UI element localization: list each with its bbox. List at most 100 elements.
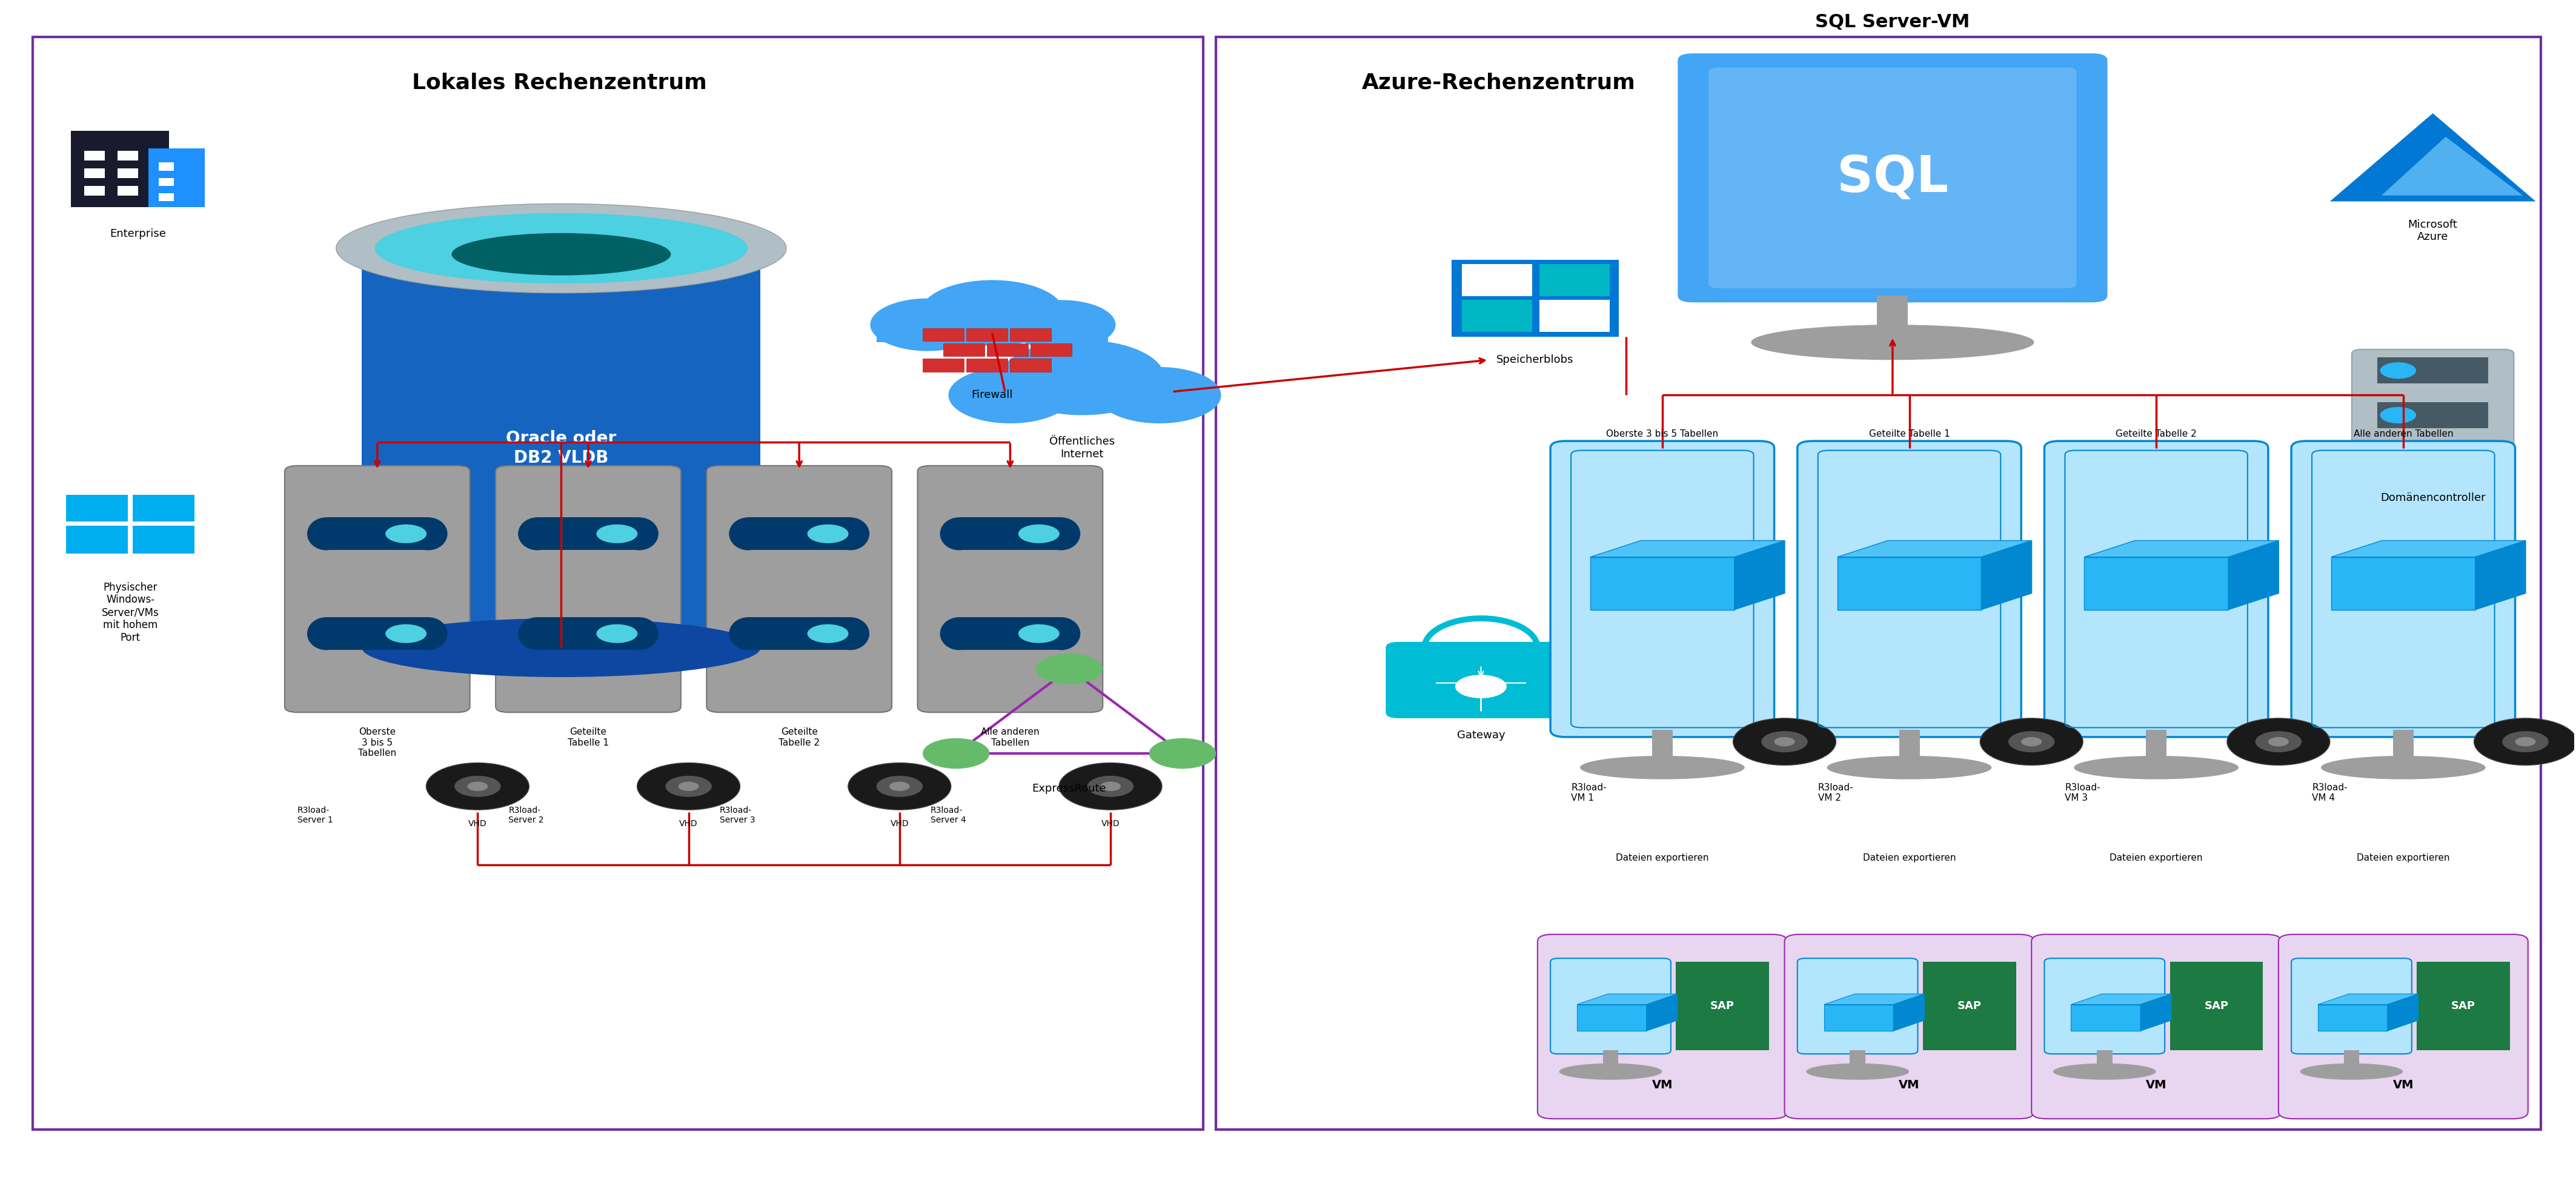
Bar bbox=[2146, 730, 2166, 768]
Text: Oberste 3 bis 5 Tabellen: Oberste 3 bis 5 Tabellen bbox=[1607, 430, 1718, 438]
Circle shape bbox=[1981, 719, 2084, 766]
Circle shape bbox=[466, 782, 487, 792]
Text: Firewall: Firewall bbox=[971, 389, 1012, 401]
Ellipse shape bbox=[451, 233, 670, 276]
Polygon shape bbox=[134, 495, 196, 522]
Text: R3load-
VM 3: R3load- VM 3 bbox=[2066, 783, 2099, 802]
Text: VM: VM bbox=[1899, 1079, 1919, 1091]
Bar bbox=[2084, 557, 2228, 610]
Ellipse shape bbox=[518, 617, 556, 650]
Bar bbox=[1824, 1005, 1893, 1031]
Bar bbox=[85, 151, 106, 160]
Bar bbox=[327, 517, 428, 550]
Text: Domänencontroller: Domänencontroller bbox=[2380, 492, 2486, 503]
Circle shape bbox=[848, 763, 951, 809]
Bar bbox=[958, 517, 1061, 550]
Text: Lokales Rechenzentrum: Lokales Rechenzentrum bbox=[412, 72, 706, 93]
FancyBboxPatch shape bbox=[2032, 934, 2280, 1119]
Text: Geteilte Tabelle 2: Geteilte Tabelle 2 bbox=[2115, 430, 2197, 438]
Bar bbox=[747, 617, 850, 650]
Circle shape bbox=[636, 763, 739, 809]
Bar bbox=[72, 131, 170, 207]
Bar bbox=[1651, 730, 1672, 768]
Text: Azure-Rechenzentrum: Azure-Rechenzentrum bbox=[1363, 72, 1636, 93]
Bar bbox=[2378, 402, 2488, 428]
Ellipse shape bbox=[832, 517, 868, 550]
Ellipse shape bbox=[940, 617, 979, 650]
Circle shape bbox=[665, 776, 711, 796]
FancyBboxPatch shape bbox=[1708, 67, 2076, 289]
Ellipse shape bbox=[1752, 325, 2035, 360]
Polygon shape bbox=[2388, 994, 2419, 1031]
Circle shape bbox=[2228, 719, 2329, 766]
FancyBboxPatch shape bbox=[1798, 959, 1917, 1054]
Text: VM: VM bbox=[1651, 1079, 1672, 1091]
Polygon shape bbox=[1577, 994, 1677, 1005]
Bar bbox=[538, 617, 639, 650]
Polygon shape bbox=[2071, 994, 2172, 1005]
Bar bbox=[1922, 961, 2017, 1051]
Bar bbox=[327, 617, 428, 650]
Ellipse shape bbox=[729, 617, 768, 650]
Bar bbox=[2344, 1051, 2360, 1072]
FancyBboxPatch shape bbox=[917, 465, 1103, 713]
Text: Oracle oder
DB2 VLDB: Oracle oder DB2 VLDB bbox=[505, 430, 616, 466]
Bar bbox=[958, 617, 1061, 650]
Bar bbox=[1450, 260, 1618, 337]
Circle shape bbox=[598, 524, 636, 543]
FancyBboxPatch shape bbox=[1551, 959, 1672, 1054]
FancyBboxPatch shape bbox=[2045, 441, 2269, 737]
Circle shape bbox=[889, 782, 909, 792]
Text: Gateway: Gateway bbox=[1458, 730, 1504, 741]
Bar bbox=[1878, 296, 1909, 343]
Circle shape bbox=[677, 782, 698, 792]
Text: SQL Server-VM: SQL Server-VM bbox=[1816, 13, 1971, 31]
Polygon shape bbox=[1893, 994, 1924, 1031]
Bar bbox=[85, 168, 106, 178]
Ellipse shape bbox=[832, 617, 868, 650]
Bar bbox=[2393, 730, 2414, 768]
Circle shape bbox=[386, 524, 428, 543]
Circle shape bbox=[1087, 776, 1133, 796]
Polygon shape bbox=[1837, 541, 2032, 557]
FancyBboxPatch shape bbox=[2352, 350, 2514, 476]
Circle shape bbox=[948, 368, 1072, 423]
Ellipse shape bbox=[1043, 517, 1079, 550]
Ellipse shape bbox=[1043, 617, 1079, 650]
Bar bbox=[1602, 1051, 1618, 1072]
Text: Geteilte
Tabelle 1: Geteilte Tabelle 1 bbox=[567, 728, 608, 747]
Text: Geteilte Tabelle 1: Geteilte Tabelle 1 bbox=[1868, 430, 1950, 438]
Ellipse shape bbox=[1579, 756, 1744, 780]
Polygon shape bbox=[2084, 541, 2280, 557]
Circle shape bbox=[1100, 782, 1121, 792]
FancyBboxPatch shape bbox=[706, 465, 891, 713]
Bar bbox=[876, 313, 1108, 343]
Ellipse shape bbox=[729, 517, 768, 550]
Circle shape bbox=[2257, 732, 2300, 753]
Bar bbox=[33, 37, 1203, 1130]
Ellipse shape bbox=[374, 213, 747, 284]
FancyBboxPatch shape bbox=[1785, 934, 2035, 1119]
Bar bbox=[118, 151, 139, 160]
Polygon shape bbox=[2228, 541, 2280, 610]
Bar bbox=[2378, 358, 2488, 383]
Circle shape bbox=[999, 340, 1164, 415]
Bar bbox=[1010, 329, 1051, 342]
Text: Dateien exportieren: Dateien exportieren bbox=[1615, 853, 1708, 862]
FancyBboxPatch shape bbox=[1798, 441, 2022, 737]
Circle shape bbox=[876, 776, 922, 796]
Bar bbox=[1461, 299, 1533, 332]
Text: Physischer
Windows-
Server/VMs
mit hohem
Port: Physischer Windows- Server/VMs mit hohem… bbox=[100, 582, 160, 643]
Bar bbox=[1850, 1051, 1865, 1072]
Bar bbox=[85, 186, 106, 196]
Ellipse shape bbox=[307, 517, 345, 550]
Bar bbox=[1540, 264, 1610, 296]
Bar bbox=[2331, 557, 2476, 610]
Ellipse shape bbox=[2053, 1064, 2156, 1080]
Circle shape bbox=[920, 280, 1064, 346]
Bar bbox=[1589, 557, 1734, 610]
Bar bbox=[1461, 264, 1533, 296]
Text: R3load-
Server 1: R3load- Server 1 bbox=[299, 806, 332, 825]
Text: Oberste
3 bis 5
Tabellen: Oberste 3 bis 5 Tabellen bbox=[358, 728, 397, 757]
Ellipse shape bbox=[621, 617, 659, 650]
